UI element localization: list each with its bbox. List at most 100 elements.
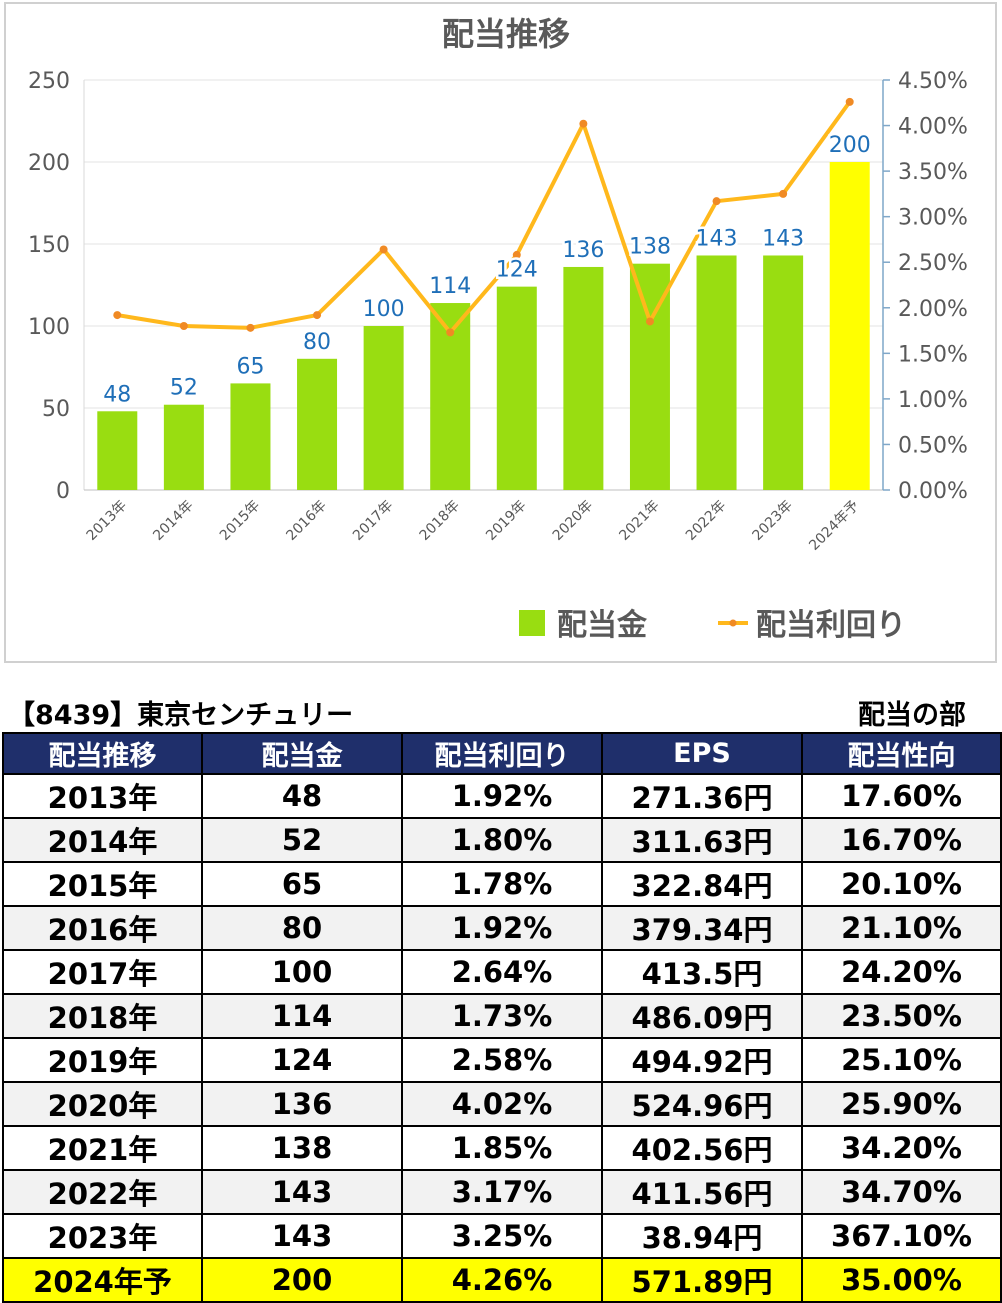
- table-header-row: 配当推移 配当金 配当利回り EPS 配当性向: [2, 732, 1002, 775]
- cell-year: 2016年: [2, 905, 203, 951]
- bar-2014年: [163, 404, 204, 490]
- cell-payout: 34.70%: [801, 1169, 1002, 1215]
- data-label: 124: [496, 258, 538, 283]
- cell-dividend: 200: [201, 1257, 403, 1303]
- left-tick-label: 200: [28, 151, 70, 176]
- cell-year: 2021年: [2, 1125, 203, 1171]
- cell-year: 2024年予: [2, 1257, 203, 1303]
- right-tick-label: 0.50%: [898, 433, 968, 458]
- bar-2023年: [763, 255, 804, 490]
- yield-point-2020年: [579, 119, 588, 128]
- cell-eps: 413.5円: [601, 949, 803, 995]
- cell-yield: 2.64%: [401, 949, 603, 995]
- cell-payout: 25.10%: [801, 1037, 1002, 1083]
- table-row: 2017年 100 2.64% 413.5円 24.20%: [2, 949, 1002, 995]
- caption-company: 【8439】東京センチュリー: [8, 700, 354, 731]
- bar-2022年: [696, 255, 737, 490]
- bar-2019年: [496, 286, 537, 490]
- table-row: 2022年 143 3.17% 411.56円 34.70%: [2, 1169, 1002, 1215]
- cell-eps: 311.63円: [601, 817, 803, 863]
- line-series: [113, 97, 854, 337]
- yield-point-2023年: [779, 189, 788, 198]
- caption-section: 配当の部: [858, 700, 966, 731]
- cell-yield: 1.85%: [401, 1125, 603, 1171]
- cell-yield: 4.26%: [401, 1257, 603, 1303]
- yield-point-2013年: [113, 311, 122, 320]
- cell-yield: 1.73%: [401, 993, 603, 1039]
- cell-eps: 402.56円: [601, 1125, 803, 1171]
- bar-2020年: [563, 266, 604, 490]
- bar-2024年予: [829, 162, 870, 490]
- cell-payout: 20.10%: [801, 861, 1002, 907]
- yield-point-2022年: [712, 197, 721, 206]
- yield-point-2015年: [246, 323, 255, 332]
- right-tick-label: 0.00%: [898, 479, 968, 504]
- yield-point-2017年: [379, 245, 388, 254]
- cell-year: 2017年: [2, 949, 203, 995]
- table-row: 2016年 80 1.92% 379.34円 21.10%: [2, 905, 1002, 951]
- cell-year: 2015年: [2, 861, 203, 907]
- cell-payout: 23.50%: [801, 993, 1002, 1039]
- data-label: 114: [429, 274, 471, 299]
- cell-year: 2020年: [2, 1081, 203, 1127]
- cell-payout: 21.10%: [801, 905, 1002, 951]
- bar-2017年: [363, 326, 404, 490]
- cell-payout: 16.70%: [801, 817, 1002, 863]
- yield-point-2016年: [313, 311, 322, 320]
- data-label: 136: [562, 238, 604, 263]
- cell-year: 2014年: [2, 817, 203, 863]
- cell-eps: 494.92円: [601, 1037, 803, 1083]
- table-row: 2024年予 200 4.26% 571.89円 35.00%: [2, 1257, 1002, 1303]
- legend-label-line: 配当利回り: [756, 608, 906, 643]
- cell-dividend: 124: [201, 1037, 403, 1083]
- table-row: 2023年 143 3.25% 38.94円 367.10%: [2, 1213, 1002, 1259]
- data-label: 65: [236, 354, 264, 379]
- table-row: 2014年 52 1.80% 311.63円 16.70%: [2, 817, 1002, 863]
- header-dividend: 配当金: [201, 732, 403, 775]
- data-labels: 48 52 65 80 100 114 124 136 138 143 143 200: [101, 131, 873, 410]
- right-tick-label: 4.00%: [898, 115, 968, 140]
- table-row: 2020年 136 4.02% 524.96円 25.90%: [2, 1081, 1002, 1127]
- left-tick-label: 100: [28, 315, 70, 340]
- cell-yield: 2.58%: [401, 1037, 603, 1083]
- yield-point-2021年: [645, 317, 654, 326]
- bar-2016年: [297, 358, 338, 490]
- legend: 配当金 配当利回り: [519, 608, 906, 643]
- yield-line: [116, 100, 852, 335]
- right-tick-label: 2.50%: [898, 251, 968, 276]
- cell-yield: 3.17%: [401, 1169, 603, 1215]
- cell-payout: 24.20%: [801, 949, 1002, 995]
- cell-yield: 1.92%: [401, 905, 603, 951]
- cell-dividend: 65: [201, 861, 403, 907]
- yield-point-2014年: [179, 322, 188, 330]
- yield-point-2019年: [512, 250, 521, 259]
- legend-label-bar: 配当金: [557, 608, 648, 643]
- cell-dividend: 138: [201, 1125, 403, 1171]
- cell-payout: 35.00%: [801, 1257, 1002, 1303]
- data-label: 100: [363, 297, 405, 322]
- cell-yield: 1.78%: [401, 861, 603, 907]
- cell-year: 2023年: [2, 1213, 203, 1259]
- table-row: 2018年 114 1.73% 486.09円 23.50%: [2, 993, 1002, 1039]
- cell-year: 2013年: [2, 773, 203, 819]
- header-year: 配当推移: [2, 732, 203, 775]
- cell-eps: 524.96円: [601, 1081, 803, 1127]
- dividend-chart: 配当推移 0 50 100 150 200 250 0.00% 0.50% 1.00% 1.50…: [4, 2, 997, 663]
- legend-swatch-bar: [519, 610, 545, 636]
- chart-title: 配当推移: [442, 15, 570, 53]
- table-row: 2015年 65 1.78% 322.84円 20.10%: [2, 861, 1002, 907]
- cell-yield: 1.80%: [401, 817, 603, 863]
- legend-swatch-marker: [729, 619, 737, 627]
- header-yield: 配当利回り: [401, 732, 603, 775]
- data-label: 138: [629, 235, 671, 260]
- cell-eps: 411.56円: [601, 1169, 803, 1215]
- chart-svg: 配当推移 0 50 100 150 200 250 0.00% 0.50% 1.00% 1.50…: [4, 2, 997, 663]
- right-axis-ticks: 0.00% 0.50% 1.00% 1.50% 2.00% 2.50% 3.00% 3.50%…: [883, 69, 968, 504]
- cell-year: 2019年: [2, 1037, 203, 1083]
- axes: [83, 80, 884, 491]
- bar-2013年: [97, 411, 138, 490]
- right-tick-label: 4.50%: [898, 69, 968, 94]
- left-tick-label: 0: [56, 479, 70, 504]
- data-label: 80: [303, 330, 331, 355]
- cell-eps: 271.36円: [601, 773, 803, 819]
